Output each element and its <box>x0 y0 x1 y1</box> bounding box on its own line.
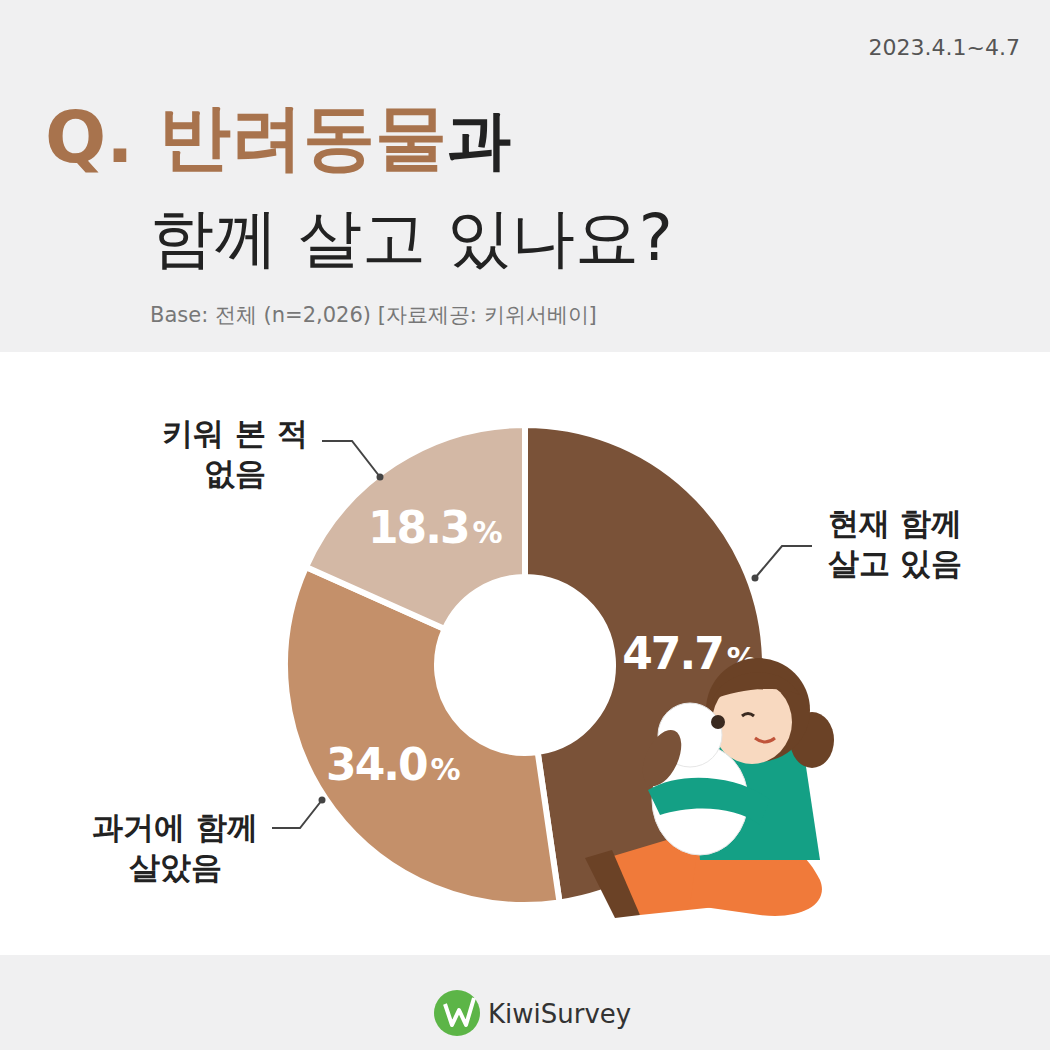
illus-bangs <box>712 672 800 700</box>
category-label-line: 살았음 <box>129 849 222 885</box>
data-label: 18.3% <box>368 502 503 553</box>
category-label-line: 현재 함께 <box>828 505 963 541</box>
date: 2023.4.1~4.7 <box>869 35 1020 60</box>
slice <box>306 425 525 629</box>
title-emphasis: 반려동물 <box>159 95 447 179</box>
leader-line <box>272 800 322 828</box>
data-label-unit: % <box>473 515 503 550</box>
illus-dog-nose <box>711 715 725 729</box>
illustration <box>585 658 834 918</box>
data-label-number: 18.3 <box>368 502 469 553</box>
category-label-line: 키워 본 적 <box>162 415 308 451</box>
category-label: 과거에 함께살았음 <box>92 809 258 885</box>
illus-shoe <box>585 850 640 918</box>
leader-dot <box>377 474 384 481</box>
data-label-unit: % <box>431 752 461 787</box>
category-label-line: 살고 있음 <box>828 545 963 581</box>
category-label-line: 과거에 함께 <box>92 809 258 845</box>
slice <box>525 425 765 902</box>
header-bg <box>0 0 1050 352</box>
title: Q. 반려동물과함께 살고 있나요? <box>45 95 673 275</box>
title-part: 과 <box>447 103 511 177</box>
leader-line <box>755 546 812 578</box>
logo-mark <box>434 990 480 1036</box>
data-label-number: 47.7 <box>622 628 723 679</box>
category-label: 키워 본 적없음 <box>162 415 308 491</box>
leader-dot <box>752 575 759 582</box>
data-label-number: 34.0 <box>326 739 427 790</box>
brand: KiwiSurvey <box>488 999 631 1029</box>
footer-bg <box>0 955 1050 1050</box>
leader-dot <box>319 797 326 804</box>
body-bg <box>0 352 1050 955</box>
leader-line <box>322 441 380 477</box>
category-label: 현재 함께살고 있음 <box>828 505 963 581</box>
illus-arm <box>648 778 770 825</box>
logo-glyph <box>445 998 474 1025</box>
data-label: 34.0% <box>326 739 461 790</box>
illus-eye <box>742 714 754 717</box>
category-label-line: 없음 <box>204 455 266 491</box>
illus-mouth <box>755 738 775 742</box>
subtitle: Base: 전체 (n=2,026) [자료제공: 키위서베이] <box>150 303 597 327</box>
title-prefix: Q. <box>45 95 159 179</box>
donut <box>285 425 765 905</box>
title-line: 함께 살고 있나요? <box>150 201 673 275</box>
